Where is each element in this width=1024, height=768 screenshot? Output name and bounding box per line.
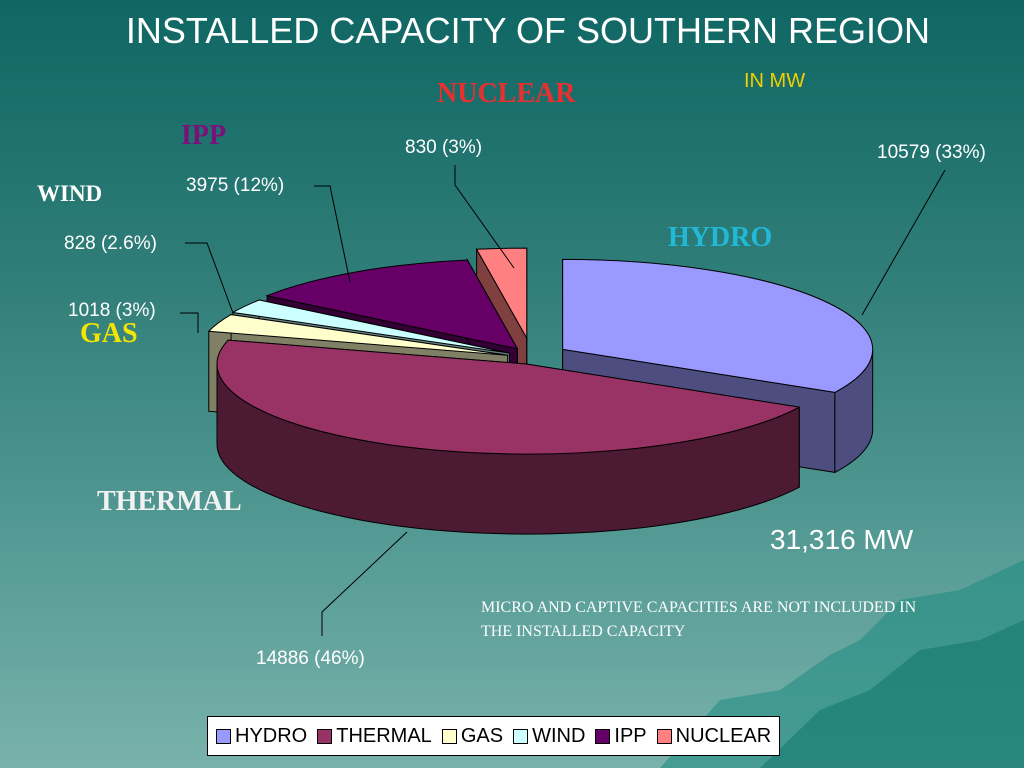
leader-line-ipp: [314, 185, 351, 283]
legend-item-wind: WIND: [513, 725, 585, 748]
pie-slice-thermal: [216, 339, 801, 535]
category-label-wind: WIND: [37, 181, 103, 206]
legend-item-thermal: THERMAL: [317, 725, 432, 748]
category-label-gas: GAS: [80, 318, 138, 349]
data-label-wind: 828 (2.6%): [64, 233, 157, 254]
leader-line-hydro: [861, 169, 946, 316]
footnote: MICRO AND CAPTIVE CAPACITIES ARE NOT INC…: [481, 599, 917, 640]
legend-label: THERMAL: [336, 724, 432, 747]
legend-label: IPP: [614, 724, 647, 747]
legend-item-nuclear: NUCLEAR: [656, 724, 772, 748]
category-label-nuclear: NUCLEAR: [437, 78, 576, 109]
legend-swatch: [317, 728, 333, 744]
slice-top: [216, 339, 801, 455]
legend-label: NUCLEAR: [675, 724, 772, 747]
category-label-hydro: HYDRO: [668, 222, 773, 253]
leader-line-nuclear: [454, 165, 515, 269]
leader-line-wind: [185, 242, 234, 314]
data-label-thermal: 14886 (46%): [256, 648, 365, 669]
data-label-nuclear: 830 (3%): [405, 137, 483, 158]
chart-legend: HYDRO THERMAL GAS WIND IPP NUCLEAR: [207, 716, 781, 756]
slice-top: [265, 259, 519, 350]
data-label-gas: 1018 (3%): [68, 300, 156, 321]
legend-label: WIND: [532, 724, 586, 747]
unit-note: IN MW: [744, 70, 806, 92]
legend-swatch: [513, 728, 529, 744]
legend-item-hydro: HYDRO: [216, 725, 307, 748]
slice-top: [475, 247, 528, 340]
data-label-hydro: 10579 (33%): [877, 142, 986, 163]
legend-item-gas: GAS: [441, 724, 504, 748]
slice-top: [207, 314, 508, 356]
data-label-ipp: 3975 (12%): [186, 175, 285, 196]
legend-label: GAS: [460, 724, 504, 747]
category-label-thermal: THERMAL: [97, 486, 242, 517]
leader-line-gas: [180, 312, 199, 333]
leader-line-thermal: [321, 531, 408, 636]
legend-label: HYDRO: [235, 724, 308, 747]
total-capacity: 31,316 MW: [770, 524, 914, 555]
legend-swatch: [441, 728, 457, 744]
legend-swatch: [656, 728, 672, 744]
legend-swatch: [595, 728, 611, 744]
slice-top: [562, 258, 874, 393]
legend-item-ipp: IPP: [595, 724, 647, 748]
legend-swatch: [216, 728, 231, 744]
category-label-ipp: IPP: [181, 120, 227, 151]
slide-title: INSTALLED CAPACITY OF SOUTHERN REGION: [125, 10, 931, 51]
